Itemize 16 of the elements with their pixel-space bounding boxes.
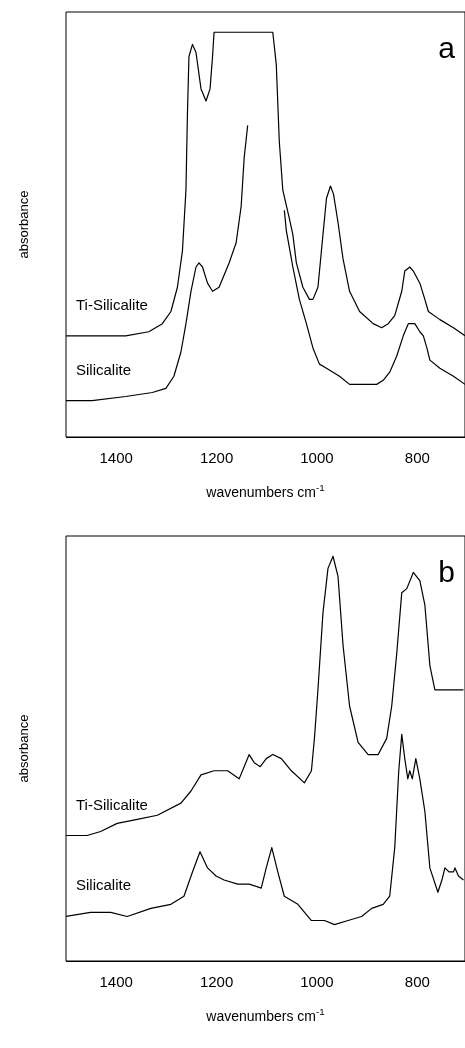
x-tick-label: 1400 — [99, 449, 133, 467]
chart-title: a — [438, 31, 456, 65]
x-tick-label: 1000 — [300, 973, 334, 991]
series-label: Silicalite — [76, 360, 132, 378]
x-tick-label: 1400 — [99, 973, 133, 991]
x-tick-label: 800 — [404, 973, 430, 991]
x-tick-label: 1200 — [199, 973, 234, 991]
series-label: Silicalite — [76, 876, 132, 894]
chart-title: b — [438, 555, 455, 589]
x-tick-label: 800 — [404, 449, 430, 467]
x-tick-label: 1000 — [300, 449, 334, 467]
y-axis-title: absorbance — [16, 190, 31, 259]
x-tick-label: 1200 — [199, 449, 234, 467]
y-axis-title: absorbance — [16, 714, 31, 783]
series-label: Ti-Silicalite — [76, 795, 148, 813]
series-label: Ti-Silicalite — [76, 295, 148, 313]
